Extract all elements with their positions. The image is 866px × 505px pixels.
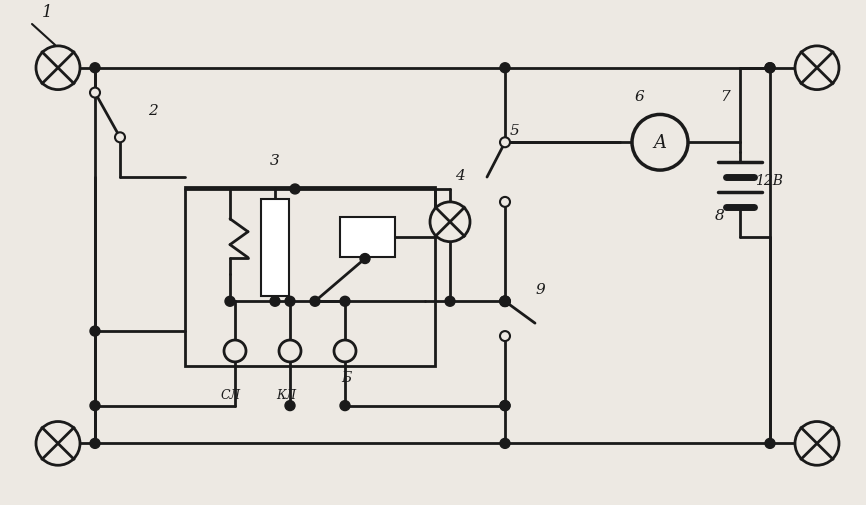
Circle shape [795, 47, 839, 90]
Circle shape [500, 138, 510, 148]
Text: 2: 2 [148, 104, 158, 118]
Circle shape [90, 401, 100, 411]
Circle shape [500, 438, 510, 448]
Circle shape [500, 331, 510, 341]
Circle shape [765, 64, 775, 74]
Bar [185, 188, 435, 366]
Circle shape [445, 297, 455, 307]
Circle shape [340, 297, 350, 307]
Circle shape [310, 297, 320, 307]
Circle shape [90, 88, 100, 98]
Circle shape [795, 422, 839, 465]
Circle shape [500, 401, 510, 411]
Circle shape [36, 47, 80, 90]
Text: 1: 1 [42, 4, 53, 21]
Circle shape [115, 133, 125, 143]
Text: 3: 3 [270, 154, 280, 168]
Circle shape [285, 401, 295, 411]
Circle shape [500, 64, 510, 74]
Circle shape [765, 64, 775, 74]
Circle shape [290, 185, 300, 194]
Circle shape [500, 297, 510, 307]
Text: Б: Б [341, 370, 352, 384]
Text: 7: 7 [720, 89, 730, 104]
Text: 4: 4 [455, 169, 465, 183]
Text: КЛ: КЛ [276, 388, 296, 401]
Circle shape [500, 401, 510, 411]
Bar [340, 217, 395, 257]
Circle shape [500, 297, 510, 307]
Circle shape [500, 297, 510, 307]
Circle shape [765, 438, 775, 448]
Circle shape [334, 340, 356, 362]
Circle shape [340, 401, 350, 411]
Circle shape [225, 297, 235, 307]
Bar [261, 199, 289, 297]
Circle shape [360, 254, 370, 264]
Text: 8: 8 [715, 209, 725, 222]
Circle shape [90, 438, 100, 448]
Circle shape [279, 340, 301, 362]
Circle shape [224, 340, 246, 362]
Circle shape [36, 422, 80, 465]
Text: 12В: 12В [755, 174, 783, 188]
Text: 6: 6 [635, 89, 645, 104]
Circle shape [430, 203, 470, 242]
Circle shape [270, 297, 280, 307]
Text: A: A [654, 134, 667, 152]
Circle shape [90, 326, 100, 336]
Text: СЛ: СЛ [221, 388, 241, 401]
Circle shape [285, 297, 295, 307]
Text: 9: 9 [535, 283, 545, 297]
Circle shape [90, 64, 100, 74]
Circle shape [500, 197, 510, 208]
Text: 5: 5 [510, 124, 520, 138]
Circle shape [632, 115, 688, 171]
